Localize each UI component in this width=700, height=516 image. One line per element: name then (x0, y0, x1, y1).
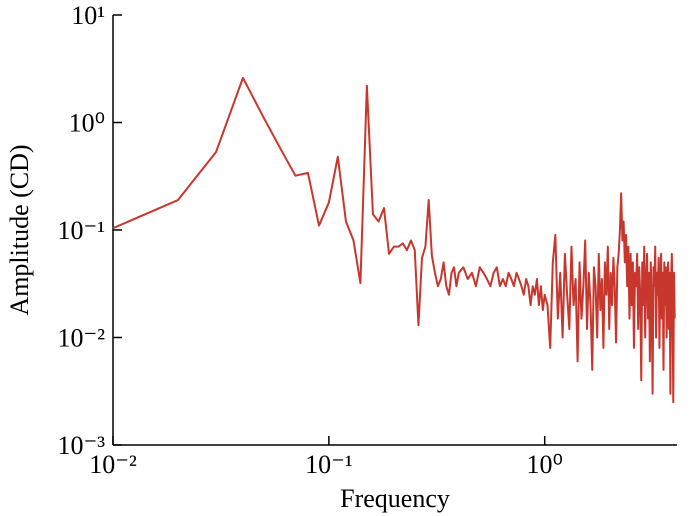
y-axis-label: Amplitude (CD) (5, 144, 34, 315)
y-tick-label: 10¹ (71, 1, 105, 30)
data-line (112, 76, 676, 404)
x-tick-label: 10⁻² (89, 450, 137, 479)
x-axis-label: Frequency (340, 484, 450, 513)
y-tick-label: 10⁰ (69, 109, 105, 138)
y-tick-label: 10⁻³ (57, 431, 105, 460)
x-tick-label: 10⁰ (527, 450, 563, 479)
y-tick-label: 10⁻¹ (57, 216, 105, 245)
x-tick-label: 10⁻¹ (305, 450, 353, 479)
y-tick-label: 10⁻² (57, 324, 105, 353)
